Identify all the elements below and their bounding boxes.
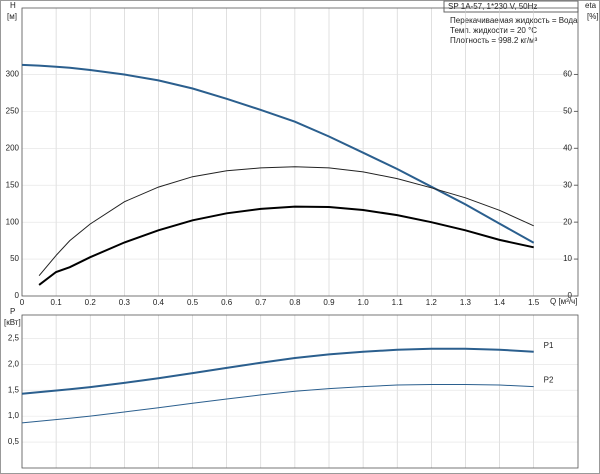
info-box [443, 0, 579, 13]
x-tick-label: 0.2 [85, 298, 97, 307]
plot-frame [21, 314, 579, 469]
info-note: Перекачиваемая жидкость = Вода [450, 16, 578, 25]
y-tick-label: 1,5 [8, 385, 20, 394]
y-tick-label: 2,0 [8, 359, 20, 368]
y-tick-label: 150 [6, 180, 20, 189]
legend-label: P2 [544, 376, 554, 385]
y-axis-label: H [10, 1, 16, 10]
x-tick-label: 0.5 [187, 298, 199, 307]
curve [38, 166, 534, 277]
info-title: SP 1A-57, 1*230 V, 50Hz [448, 2, 537, 11]
x-tick-label: 0.6 [221, 298, 233, 307]
info-note: Темп. жидкости = 20 °C [450, 26, 537, 35]
curve [21, 63, 535, 244]
y2-tick-label: 20 [563, 217, 572, 226]
y2-tick-label: 10 [563, 254, 572, 263]
plot-frame [21, 7, 579, 297]
x-tick-label: 0 [20, 298, 25, 307]
y2-tick-label: 30 [563, 180, 572, 189]
y-tick-label: 1,0 [8, 411, 20, 420]
x-tick-label: 0.7 [255, 298, 267, 307]
y-tick-label: 0,5 [8, 437, 20, 446]
y-tick-label: 100 [6, 217, 20, 226]
y-axis-unit: [кВт] [4, 318, 21, 327]
x-tick-label: 1.5 [528, 298, 540, 307]
x-tick-label: 1.1 [392, 298, 404, 307]
info-note: Плотность = 998.2 кг/м³ [450, 36, 538, 45]
curve [21, 384, 534, 424]
y2-tick-label: 60 [563, 70, 572, 79]
x-tick-label: 0.9 [323, 298, 335, 307]
y2-tick-label: 40 [563, 143, 572, 152]
x-tick-label: 0.8 [289, 298, 301, 307]
y-tick-label: 50 [10, 254, 19, 263]
x-tick-label: 1.4 [494, 298, 506, 307]
y2-axis-unit: [%] [587, 12, 599, 21]
y-tick-label: 300 [6, 70, 20, 79]
legend-label: P1 [544, 341, 554, 350]
y-tick-label: 200 [6, 143, 20, 152]
x-tick-label: 1.0 [358, 298, 370, 307]
x-tick-label: 0.3 [119, 298, 131, 307]
y-tick-label: 0 [15, 291, 20, 300]
y2-tick-label: 50 [563, 106, 572, 115]
y-tick-label: 2,5 [8, 333, 20, 342]
x-tick-label: 1.2 [426, 298, 438, 307]
x-tick-label: 0.4 [153, 298, 165, 307]
y-tick-label: 250 [6, 106, 20, 115]
x-tick-label: 0.1 [51, 298, 63, 307]
y-axis-label: P [10, 307, 15, 316]
curve [38, 205, 534, 286]
y-axis-unit: [м] [7, 12, 17, 21]
y2-axis-label: eta [585, 1, 597, 10]
x-tick-label: 1.3 [460, 298, 472, 307]
x-axis-label: Q [м³/ч] [550, 297, 577, 306]
curve [21, 347, 534, 395]
